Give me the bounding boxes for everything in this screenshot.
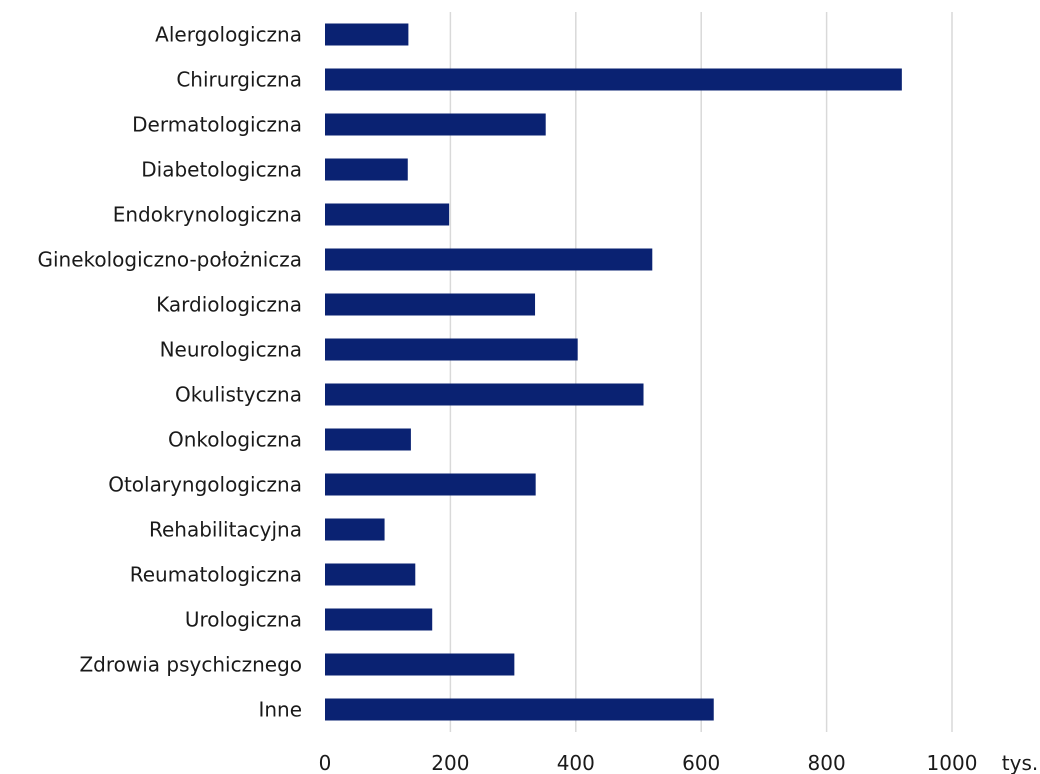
category-label: Rehabilitacyjna [149, 518, 302, 542]
bar [325, 608, 433, 631]
category-label: Diabetologiczna [141, 158, 302, 182]
category-label: Otolaryngologiczna [108, 473, 302, 497]
bar [325, 383, 644, 406]
category-label: Dermatologiczna [132, 113, 302, 137]
x-axis-unit-label: tys. [1002, 751, 1038, 774]
bar [325, 338, 578, 361]
category-label: Ginekologiczno-położnicza [37, 248, 302, 272]
x-tick-label: 0 [319, 751, 332, 774]
category-label: Endokrynologiczna [113, 203, 302, 227]
bar [325, 293, 536, 316]
x-tick-label: 400 [557, 751, 595, 774]
category-label: Inne [258, 698, 302, 722]
x-tick-label: 200 [431, 751, 469, 774]
bar [325, 203, 450, 226]
x-tick-label: 800 [808, 751, 846, 774]
gridlines [449, 12, 953, 732]
category-label: Okulistyczna [175, 383, 302, 407]
bars [325, 23, 902, 721]
bar [325, 113, 546, 136]
bar [325, 698, 714, 721]
bar [325, 158, 408, 181]
bar [325, 68, 902, 91]
bar [325, 653, 515, 676]
bar [325, 23, 409, 46]
category-label: Alergologiczna [155, 23, 302, 47]
bar [325, 248, 653, 271]
category-labels: Alergologiczna Chirurgiczna Dermatologiczn… [37, 23, 302, 722]
category-label: Onkologiczna [168, 428, 302, 452]
category-label: Zdrowia psychicznego [79, 653, 302, 677]
category-label: Chirurgiczna [176, 68, 302, 92]
bar [325, 473, 536, 496]
bar [325, 428, 411, 451]
bar [325, 518, 385, 541]
category-label: Neurologiczna [160, 338, 302, 362]
category-label: Kardiologiczna [156, 293, 302, 317]
x-tick-label: 1000 [927, 751, 978, 774]
x-axis-tick-labels: 0 200 400 600 800 1000 [319, 751, 978, 774]
category-label: Urologiczna [185, 608, 302, 632]
category-label: Reumatologiczna [130, 563, 302, 587]
x-tick-label: 600 [682, 751, 720, 774]
bar [325, 563, 416, 586]
